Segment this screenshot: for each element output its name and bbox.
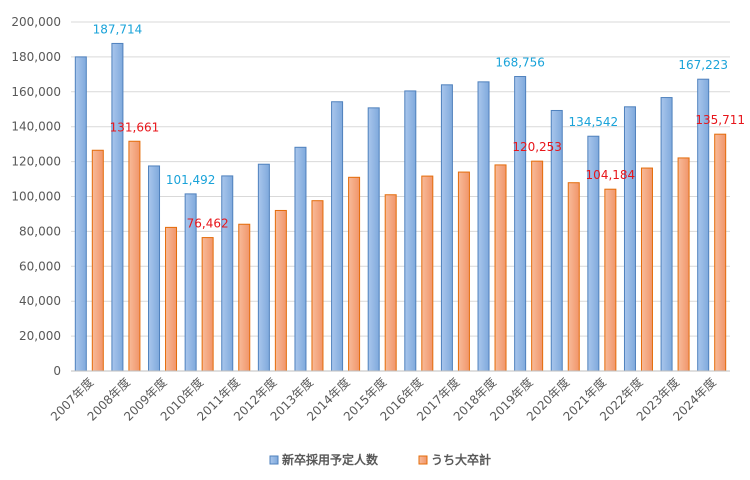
y-tick-label: 0 (53, 364, 61, 378)
x-axis-ticks: 2007年度2008年度2009年度2010年度2011年度2012年度2013… (47, 375, 719, 424)
bar-new-grad-hires-0 (74, 56, 87, 372)
bar-new-grad-hires-2 (148, 165, 161, 372)
y-tick-label: 200,000 (11, 15, 61, 29)
bar-university-grads-14 (604, 188, 617, 372)
data-label: 101,492 (166, 173, 216, 187)
bar-university-grads-12 (531, 160, 544, 372)
bar-university-grads-4 (238, 223, 251, 372)
bar-new-grad-hires-5 (257, 163, 270, 372)
bar-university-grads-8 (384, 194, 397, 372)
bar-university-grads-9 (421, 175, 434, 372)
bars (74, 42, 727, 372)
data-label: 104,184 (586, 168, 636, 182)
data-label: 134,542 (569, 115, 619, 129)
y-tick-label: 40,000 (19, 294, 61, 308)
bar-new-grad-hires-9 (404, 90, 417, 372)
y-tick-label: 180,000 (11, 50, 61, 64)
bar-university-grads-17 (714, 133, 727, 372)
bar-new-grad-hires-1 (111, 42, 124, 372)
data-label: 131,661 (110, 120, 160, 134)
bar-new-grad-hires-16 (660, 97, 673, 372)
data-label: 167,223 (678, 58, 728, 72)
bar-university-grads-3 (201, 237, 214, 372)
bar-new-grad-hires-10 (440, 84, 453, 372)
bar-new-grad-hires-4 (221, 175, 234, 372)
bar-university-grads-10 (457, 171, 470, 372)
bar-university-grads-7 (348, 176, 361, 372)
legend-label: 新卒採用予定人数 (282, 452, 379, 467)
bar-university-grads-2 (165, 226, 178, 372)
y-tick-label: 160,000 (11, 85, 61, 99)
bar-university-grads-16 (677, 157, 690, 372)
y-tick-label: 20,000 (19, 329, 61, 343)
y-tick-label: 60,000 (19, 259, 61, 273)
bar-new-grad-hires-11 (477, 81, 490, 372)
bar-university-grads-13 (567, 182, 580, 372)
y-axis-ticks: 0 20,000 40,000 60,000 80,000 100,000 120,000 1… (11, 15, 61, 378)
legend-swatch (418, 455, 428, 465)
gridlines (71, 21, 730, 337)
y-tick-label: 100,000 (11, 190, 61, 204)
bar-new-grad-hires-12 (514, 76, 527, 372)
bar-university-grads-5 (274, 209, 287, 372)
bar-new-grad-hires-8 (367, 107, 380, 372)
y-tick-label: 80,000 (19, 224, 61, 238)
legend: 新卒採用予定人数 うち大卒計 (269, 452, 491, 467)
y-tick-label: 140,000 (11, 120, 61, 134)
data-label: 120,253 (512, 140, 562, 154)
data-label: 168,756 (495, 56, 545, 70)
data-label: 187,714 (93, 22, 143, 36)
bar-new-grad-hires-15 (623, 106, 636, 372)
data-labels: 187,714 131,661 101,492 76,462 168,756 120,25… (93, 22, 745, 230)
bar-new-grad-hires-6 (294, 146, 307, 372)
bar-new-grad-hires-7 (331, 101, 344, 372)
data-label: 76,462 (187, 217, 229, 231)
bar-university-grads-1 (128, 140, 141, 372)
bar-university-grads-6 (311, 200, 324, 372)
bar-university-grads-15 (640, 167, 653, 372)
bar-university-grads-11 (494, 164, 507, 372)
legend-swatch (269, 455, 279, 465)
legend-label: うち大卒計 (431, 452, 491, 467)
bar-university-grads-0 (91, 149, 104, 372)
data-label: 135,711 (695, 113, 745, 127)
y-tick-label: 120,000 (11, 155, 61, 169)
